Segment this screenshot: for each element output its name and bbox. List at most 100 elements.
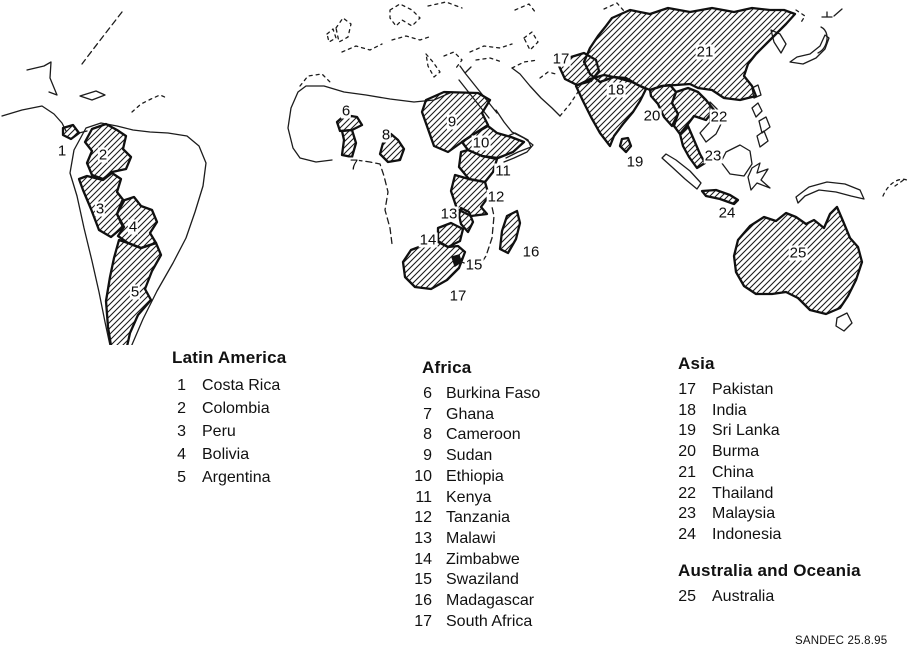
legend-entry-number: 14	[414, 550, 432, 568]
legend-list-australia-oceania: 25 Australia	[672, 587, 861, 608]
legend-entry: 12 Tanzania	[410, 508, 540, 529]
legend-entry-number: 17	[678, 381, 696, 398]
map-number-label: 13	[439, 205, 459, 223]
region-thailand	[670, 86, 716, 136]
legend-entry-name: Malawi	[446, 529, 496, 547]
map-number-label: 24	[717, 204, 737, 222]
legend-entry-number: 25	[678, 587, 696, 605]
legend-entry: 7 Ghana	[410, 405, 540, 426]
map-number-label: 1	[56, 142, 68, 160]
map-number-label: 10	[471, 134, 491, 152]
legend-title-africa: Africa	[422, 358, 472, 377]
legend-entry-name: Ethiopia	[446, 467, 504, 485]
outline-horn-of-africa	[504, 132, 532, 159]
legend-entry: 20 Burma	[672, 442, 861, 463]
figure-credit: SANDEC 25.8.95	[795, 635, 888, 647]
region-ghana	[340, 128, 358, 159]
map-number-label: 20	[642, 107, 662, 125]
map-number-label: 17	[551, 50, 571, 68]
legend-entry: 10 Ethiopia	[410, 467, 540, 488]
map-number-label: 11	[494, 162, 512, 180]
legend-entry-number: 9	[423, 447, 432, 465]
legend-entry: 14 Zimbabwe	[410, 550, 540, 571]
legend-entry-number: 7	[423, 405, 432, 423]
legend-title-latin-america: Latin America	[172, 348, 287, 367]
region-kenya	[457, 148, 499, 184]
legend-entry: 22 Thailand	[672, 484, 861, 505]
legend-entry-number: 13	[414, 529, 432, 547]
outline-europe	[299, 1, 625, 87]
legend-entry-number: 6	[423, 385, 432, 402]
map-number-label: 23	[703, 147, 723, 165]
legend-entry: 21 China	[672, 463, 861, 484]
region-malawi	[457, 206, 475, 234]
legend-entry-name: Ghana	[446, 405, 495, 423]
legend-latin-america: Latin America 1 Costa Rica 2 Colombia 3 Per…	[166, 348, 286, 489]
map-number-label: 22	[709, 108, 729, 126]
legend-entry-number: 24	[678, 525, 696, 543]
legend-entry: 5 Argentina	[166, 466, 286, 489]
legend-entry-name: Burkina Faso	[446, 385, 541, 402]
map-number-label: 19	[625, 153, 645, 171]
map-number-label: 3	[94, 200, 106, 218]
legend-list-africa: 6 Burkina Faso 7 Ghana 8 Cameroon 9 Sudan 10…	[410, 384, 540, 632]
legend-entry-name: Malaysia	[712, 505, 776, 523]
legend-entry-name: Costa Rica	[202, 377, 281, 394]
legend-entry: 23 Malaysia	[672, 504, 861, 525]
legend-entry-name: Zimbabwe	[446, 550, 520, 568]
legend-entry: 25 Australia	[672, 587, 861, 608]
legend-entry: 3 Peru	[166, 420, 286, 443]
outline-arabia	[511, 59, 579, 117]
map-number-label: 4	[127, 218, 139, 236]
legend-entry: 9 Sudan	[410, 446, 540, 467]
map-number-label: 18	[606, 81, 626, 99]
legend-list-latin-america: 1 Costa Rica 2 Colombia 3 Peru 4 Bolivia 5 Ar…	[166, 374, 286, 489]
legend-entry: 11 Kenya	[410, 488, 540, 509]
region-costa-rica	[61, 123, 81, 141]
legend-entry: 2 Colombia	[166, 397, 286, 420]
legend-entry-name: South Africa	[446, 612, 533, 630]
legend-entry-name: Tanzania	[446, 509, 511, 527]
map-number-label: 17	[448, 287, 468, 305]
legend-entry-number: 12	[414, 509, 432, 527]
legend-entry: 6 Burkina Faso	[410, 384, 540, 405]
legend-entry-number: 16	[414, 592, 432, 610]
legend-entry-name: Thailand	[712, 484, 774, 502]
legend-entry: 19 Sri Lanka	[672, 421, 861, 442]
legend-entry-name: Kenya	[446, 488, 492, 506]
map-number-label: 2	[97, 146, 109, 164]
legend-asia-oceania: Asia 17 Pakistan 18 India 19 Sri Lanka 20 Bu…	[672, 354, 861, 607]
legend-list-asia: 17 Pakistan 18 India 19 Sri Lanka 20 Burma 2…	[672, 380, 861, 546]
map-number-label: 21	[695, 43, 715, 61]
region-madagascar	[498, 209, 522, 255]
legend-entry: 13 Malawi	[410, 529, 540, 550]
legend-entry-number: 18	[678, 401, 696, 419]
legend-entry-number: 21	[678, 463, 696, 481]
legend-entry-name: China	[712, 463, 754, 481]
legend-entry-name: Sudan	[446, 447, 493, 465]
map-number-label: 8	[380, 126, 392, 144]
legend-entry-number: 10	[414, 467, 432, 485]
legend-entry-number: 5	[177, 469, 186, 486]
legend-entry-name: Australia	[712, 587, 775, 605]
map-number-label: 16	[521, 243, 541, 261]
legend-entry-name: Bolivia	[202, 446, 250, 463]
legend-entry-number: 8	[423, 426, 432, 444]
legend-entry-number: 19	[678, 422, 696, 440]
legend-entry-name: Cameroon	[446, 426, 521, 444]
map-number-label: 9	[446, 113, 458, 131]
legend-entry: 4 Bolivia	[166, 443, 286, 466]
legend-entry-name: Indonesia	[712, 525, 782, 543]
outline-north-america	[1, 11, 168, 134]
legend-title-australia-oceania: Australia and Oceania	[678, 560, 861, 580]
legend-entry-number: 20	[678, 443, 696, 461]
legend-entry-number: 2	[177, 400, 186, 417]
map-number-label: 6	[340, 102, 352, 120]
legend-entry-name: Burma	[712, 443, 760, 461]
legend-entry-number: 11	[415, 488, 432, 506]
map-number-label: 25	[788, 244, 808, 262]
legend-entry: 17 Pakistan	[672, 380, 861, 401]
legend-title-asia: Asia	[678, 354, 715, 373]
